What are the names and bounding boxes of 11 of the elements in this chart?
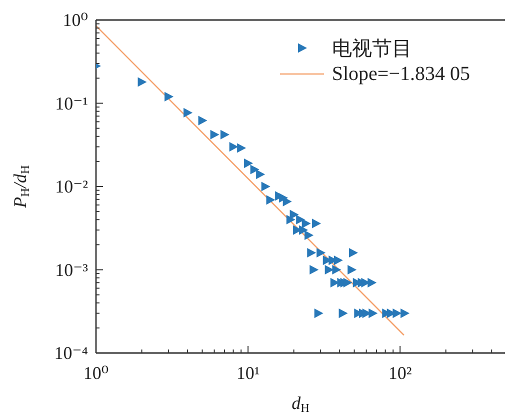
y-tick-label: 10⁻³ — [55, 260, 89, 280]
legend-label: 电视节目 — [332, 36, 412, 62]
x-axis-title: d$_{H}$ — [292, 393, 310, 415]
x-tick-label: 10¹ — [236, 363, 260, 383]
legend-label: Slope=−1.834 05 — [332, 62, 470, 86]
x-tick-label: 10⁰ — [83, 363, 109, 383]
x-tick-label: 10² — [388, 363, 412, 383]
y-tick-label: 10⁻¹ — [55, 93, 88, 114]
y-tick-label: 10⁻² — [55, 176, 88, 196]
y-tick-label: 10⁰ — [62, 10, 88, 30]
y-tick-label: 10⁻⁴ — [54, 343, 88, 363]
